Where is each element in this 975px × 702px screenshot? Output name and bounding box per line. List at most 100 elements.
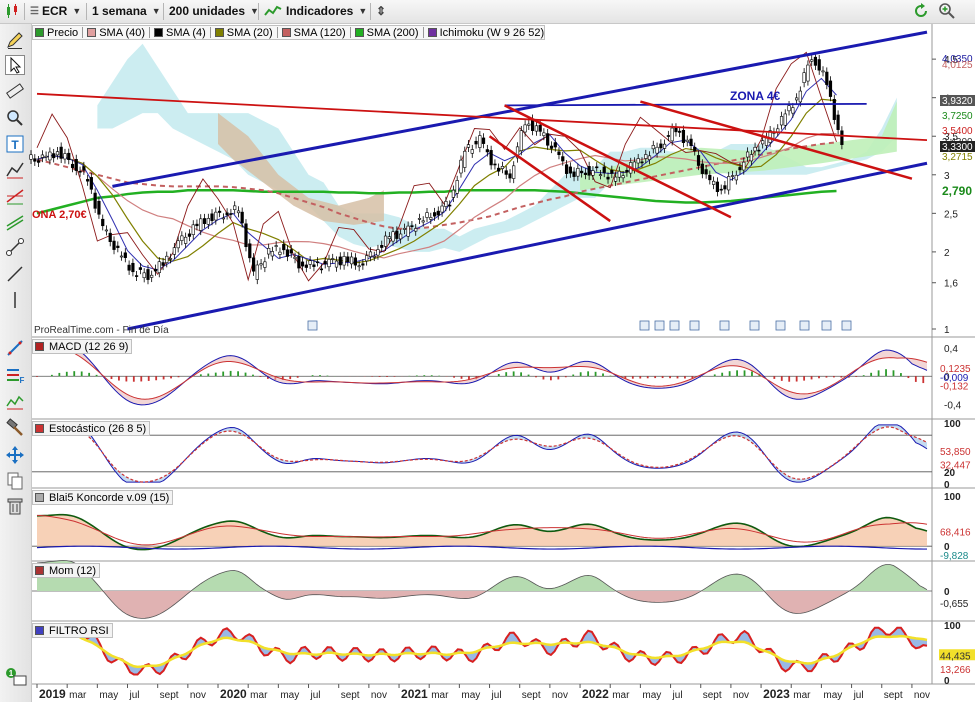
macd-histogram-bar [736,370,738,377]
pitchfork-icon[interactable] [5,186,25,206]
candle [564,164,569,174]
candle [368,251,373,257]
candle [580,170,584,174]
period-selector[interactable]: 1 semana ▼ [92,2,161,20]
move-icon[interactable] [5,445,25,465]
macd-value: -0,132 [940,381,969,392]
time-tick-label: mar [250,690,268,701]
macd-tick: -0,4 [944,400,962,411]
candle [240,211,244,224]
hammer-icon[interactable] [5,418,25,438]
candle [70,163,75,168]
legend-item[interactable]: Precio [33,26,78,39]
candle [598,174,603,176]
legend-item[interactable]: SMA (200) [354,26,419,39]
cross-line-icon[interactable] [5,338,25,358]
candle [259,263,263,266]
macd-histogram-bar [549,376,552,381]
zoom-in-button[interactable] [938,2,956,20]
text-icon[interactable]: T [5,134,25,154]
refresh-button[interactable] [912,2,930,20]
layers-icon[interactable]: 1 [5,667,29,687]
candle [768,130,772,143]
units-label: 200 unidades [169,4,246,18]
legend-label: SMA (40) [99,26,146,39]
candle [123,252,127,258]
copy-icon[interactable] [5,471,25,491]
koncorde-value: -9,828 [940,551,969,562]
candle [614,176,618,182]
koncorde-fill [37,514,927,550]
legend-separator [276,27,278,38]
fibonacci-icon[interactable] [5,160,25,180]
macd-histogram-bar [535,376,537,378]
macd-histogram-bar [818,376,820,379]
candle [255,264,259,280]
candle [538,124,542,132]
vertical-line-icon[interactable] [5,290,25,310]
candle [191,224,195,235]
macd-histogram-bar [36,376,38,377]
legend-swatch [354,28,364,37]
candle [625,169,629,173]
fibonacci-levels-icon[interactable]: F [5,365,25,385]
legend-label: SMA (120) [293,26,346,39]
price-value-label: 3,7250 [942,111,973,122]
pencil-icon[interactable] [5,30,25,50]
panel-title-macd[interactable]: MACD (12 26 9) [32,339,133,354]
candle [836,114,840,130]
units-selector[interactable]: 200 unidades ▼ [169,2,259,20]
candle [282,244,286,251]
ruler-icon[interactable] [5,81,25,101]
trash-icon[interactable] [5,496,25,516]
candle [745,151,750,158]
down-channel-lower [488,135,611,223]
rsi-tick: 0 [944,676,950,687]
price-value-label: 3,2715 [942,152,973,163]
candle [738,167,742,171]
panel-title-koncorde[interactable]: Blai5 Koncorde v.09 (15) [32,490,174,505]
channel-icon[interactable] [5,212,25,232]
time-tick-label: sept [160,690,179,701]
zoom-icon[interactable] [5,108,25,128]
legend-item[interactable]: SMA (40) [87,26,145,39]
candle [406,225,410,237]
legend-item[interactable]: SMA (20) [214,26,273,39]
candle [289,249,293,254]
wave-icon[interactable] [5,392,25,412]
symbol-selector[interactable]: ☰ ECR ▼ [30,2,81,20]
candle [297,255,301,269]
macd-histogram-bar [885,369,887,377]
legend-item[interactable]: Ichimoku (W 9 26 52) [427,26,544,39]
macd-histogram-bar [788,376,791,382]
rsi-line [36,626,928,676]
candle [666,135,670,137]
panel-title-stoch[interactable]: Estocástico (26 8 5) [32,421,151,436]
candle [508,173,512,179]
indicators-button[interactable]: Indicadores ▼ [264,2,367,20]
line-icon[interactable] [5,264,25,284]
candle [357,265,361,268]
drawing-toolbar: T F 1 [0,24,32,702]
rsi-value: 13,266 [940,665,971,676]
node-line-icon[interactable] [5,237,25,257]
event-icon [749,320,760,331]
legend-item[interactable]: SMA (4) [154,26,206,39]
price-label-bg [940,141,975,152]
candle [172,247,176,255]
time-tick-label: mar [431,690,449,701]
stoch-value: 32,447 [940,460,971,471]
panel-title-mom[interactable]: Mom (12) [32,563,101,578]
panel-title-rsi[interactable]: FILTRO RSI [32,623,113,638]
cursor-icon[interactable] [5,55,25,75]
candlestick-icon[interactable] [4,2,20,20]
koncorde-tick: 100 [944,492,961,503]
settings-button[interactable]: ⇕ [376,2,386,20]
zona-4-line [504,102,867,107]
candle [165,255,169,263]
legend-separator [82,27,84,38]
macd-tick: 0 [944,372,950,383]
stoch-value: 53,850 [940,447,971,458]
legend-item[interactable]: SMA (120) [281,26,346,39]
